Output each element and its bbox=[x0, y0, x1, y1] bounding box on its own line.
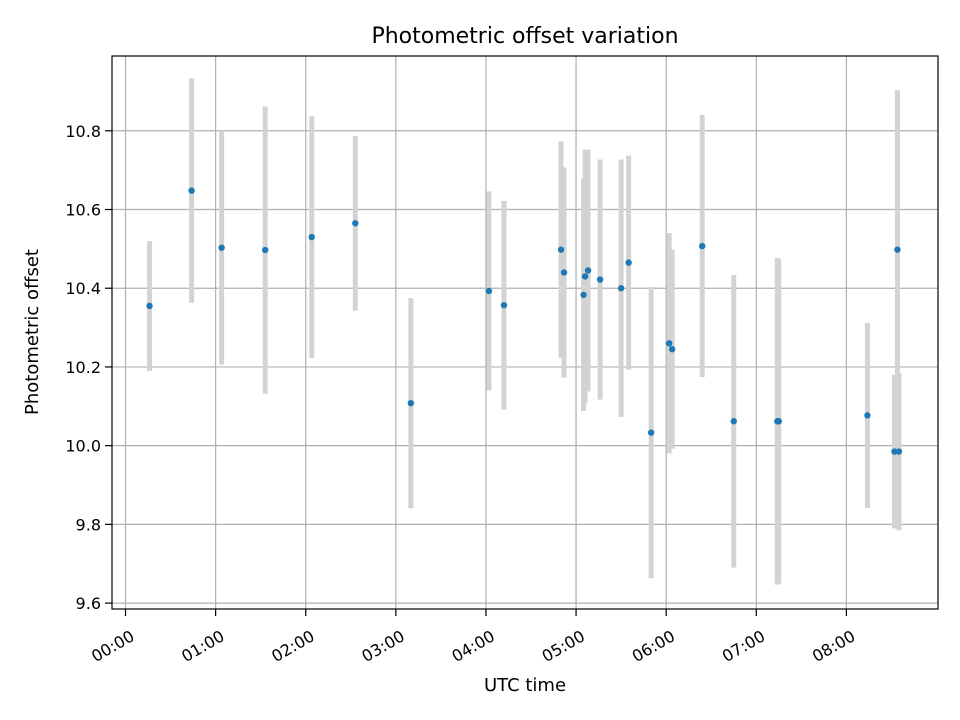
y-tick-label: 9.6 bbox=[76, 594, 101, 613]
x-axis-label: UTC time bbox=[484, 675, 566, 696]
data-point bbox=[895, 448, 903, 455]
data-point bbox=[864, 412, 871, 419]
y-axis: 9.6 9.8 10.0 10.2 10.4 10.6 10.8 bbox=[65, 122, 112, 613]
data-point bbox=[560, 269, 568, 276]
data-point bbox=[146, 302, 153, 310]
y-tick-label: 10.6 bbox=[65, 201, 101, 220]
data-point bbox=[625, 259, 632, 266]
data-point bbox=[596, 276, 604, 283]
data-point bbox=[218, 244, 225, 251]
y-tick-label: 10.8 bbox=[65, 122, 101, 141]
data-point bbox=[581, 273, 589, 280]
y-tick-label: 10.2 bbox=[65, 358, 101, 377]
data-point bbox=[730, 418, 737, 425]
data-point bbox=[407, 399, 415, 407]
y-tick-label: 9.8 bbox=[76, 515, 101, 534]
data-points bbox=[146, 187, 903, 455]
data-point bbox=[891, 448, 898, 455]
data-point bbox=[188, 187, 195, 194]
data-point bbox=[665, 340, 673, 347]
data-point bbox=[647, 429, 655, 436]
data-point bbox=[557, 246, 565, 253]
data-point bbox=[584, 267, 592, 274]
grid bbox=[112, 56, 938, 609]
data-point bbox=[580, 291, 587, 299]
data-point bbox=[261, 246, 269, 254]
data-point bbox=[775, 418, 783, 425]
data-point bbox=[500, 301, 508, 309]
data-point bbox=[894, 246, 901, 253]
data-point bbox=[308, 233, 315, 241]
chart-title: Photometric offset variation bbox=[371, 24, 678, 49]
y-axis-label: Photometric offset bbox=[22, 249, 43, 415]
data-point bbox=[668, 346, 676, 353]
y-tick-label: 10.4 bbox=[65, 279, 101, 298]
data-point bbox=[485, 287, 493, 295]
data-point bbox=[699, 242, 706, 250]
data-point bbox=[352, 220, 359, 227]
y-tick-label: 10.0 bbox=[65, 437, 101, 456]
data-point bbox=[617, 285, 625, 292]
plot-frame bbox=[111, 55, 939, 610]
